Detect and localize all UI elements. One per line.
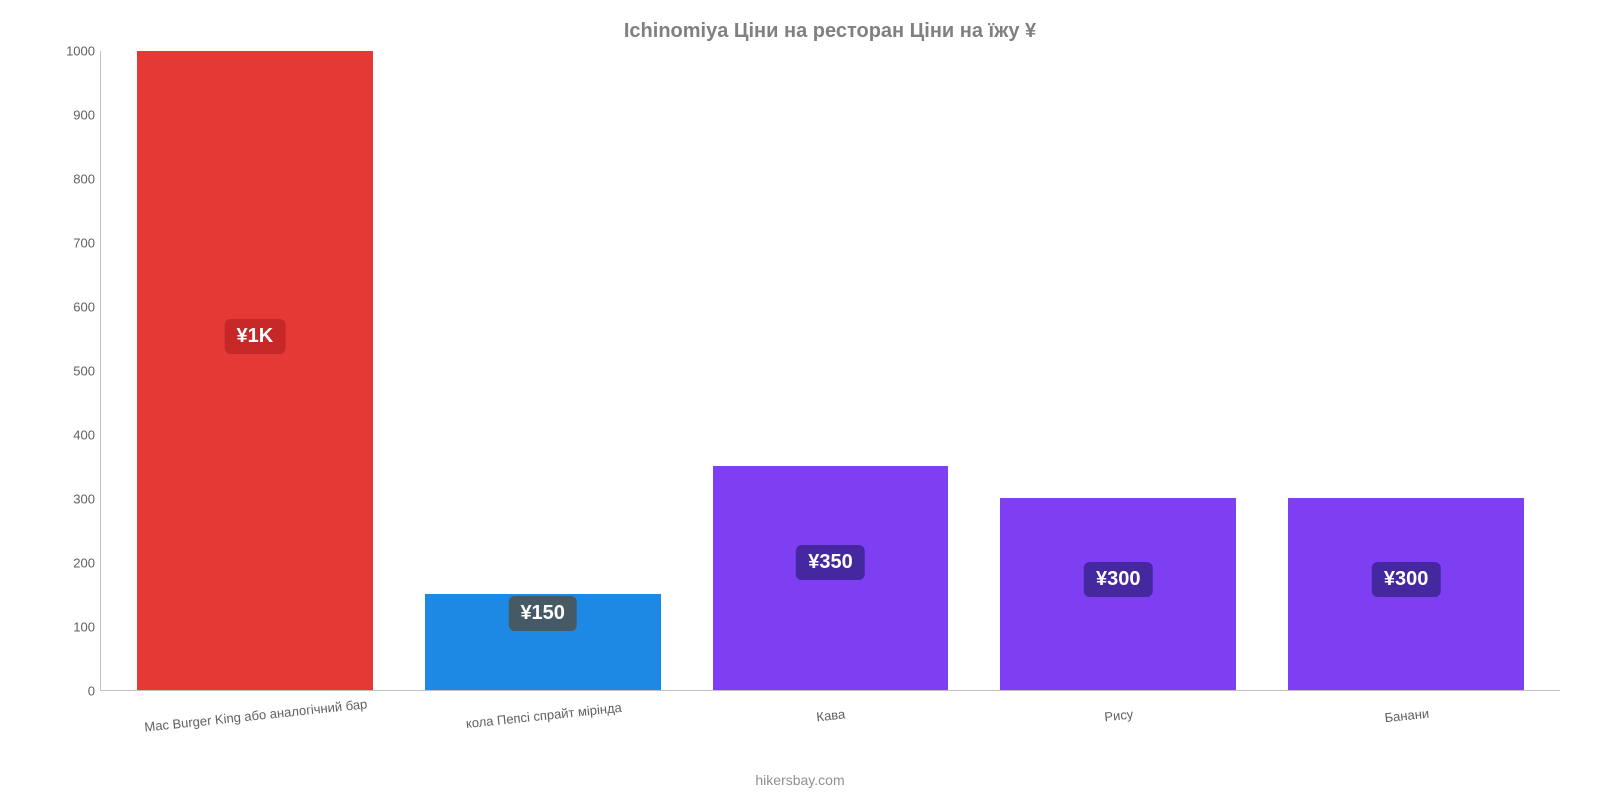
bar: ¥300 (1000, 498, 1236, 690)
bar-slot: ¥1K (111, 51, 399, 690)
value-badge: ¥150 (508, 596, 577, 631)
y-tick-label: 700 (40, 236, 95, 251)
chart-title: Ichinomiya Ціни на ресторан Ціни на їжу … (100, 20, 1560, 43)
x-axis-label: Рису (1104, 706, 1134, 724)
y-tick-label: 600 (40, 300, 95, 315)
y-tick-label: 0 (40, 684, 95, 699)
value-badge: ¥300 (1372, 562, 1441, 597)
y-tick-label: 300 (40, 492, 95, 507)
value-badge: ¥300 (1084, 562, 1153, 597)
x-axis-label: Кава (816, 706, 846, 724)
y-axis: 01002003004005006007008009001000 (40, 51, 95, 691)
x-axis-label: Mac Burger King або аналогічний бар (144, 696, 368, 734)
bar: ¥150 (425, 594, 661, 690)
y-tick-label: 200 (40, 556, 95, 571)
bars: ¥1K ¥150 ¥350 ¥300 ¥300 (101, 51, 1560, 690)
y-tick-label: 500 (40, 364, 95, 379)
bar: ¥300 (1288, 498, 1524, 690)
x-axis-label: Банани (1384, 706, 1430, 726)
bar-slot: ¥350 (687, 51, 975, 690)
bar: ¥1K (137, 51, 373, 690)
y-tick-label: 900 (40, 108, 95, 123)
chart-container: Ichinomiya Ціни на ресторан Ціни на їжу … (0, 0, 1600, 800)
bar-slot: ¥300 (1262, 51, 1550, 690)
bar-slot: ¥150 (399, 51, 687, 690)
bar: ¥350 (713, 466, 949, 690)
y-tick-label: 400 (40, 428, 95, 443)
value-badge: ¥1K (225, 319, 286, 354)
x-axis-label: кола Пепсі спрайт мірінда (465, 700, 622, 731)
plot-area: 01002003004005006007008009001000 ¥1K¥150… (100, 51, 1560, 691)
y-tick-label: 800 (40, 172, 95, 187)
plot: ¥1K¥150¥350¥300¥300 Mac Burger King або … (100, 51, 1560, 691)
y-tick-label: 1000 (40, 44, 95, 59)
y-tick-label: 100 (40, 620, 95, 635)
bar-slot: ¥300 (974, 51, 1262, 690)
value-badge: ¥350 (796, 545, 865, 580)
chart-footer: hikersbay.com (0, 772, 1600, 788)
